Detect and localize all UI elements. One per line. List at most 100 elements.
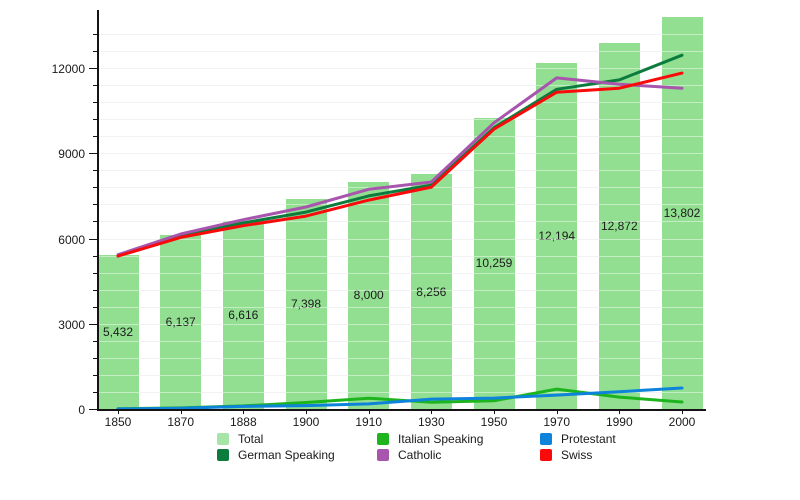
y-axis-minor-tick <box>93 204 97 206</box>
legend-item-german-speaking: German Speaking <box>217 447 335 462</box>
bar-value-label: 7,398 <box>290 296 322 311</box>
gridline <box>97 85 703 87</box>
total-bar-1870: 6,137 <box>160 234 202 409</box>
x-axis-tick <box>556 411 558 414</box>
y-axis-major-tick <box>89 153 97 155</box>
bar-value-label: 8,256 <box>416 284 447 299</box>
gridline <box>97 272 703 274</box>
legend-item-total: Total <box>217 431 335 446</box>
legend-label-italian-speaking: Italian Speaking <box>398 431 484 446</box>
bar-value-label: 6,616 <box>228 308 259 322</box>
y-axis-minor-tick <box>93 136 97 138</box>
y-axis-minor-tick <box>93 187 97 189</box>
y-axis-minor-tick <box>93 357 97 359</box>
y-axis-minor-tick <box>93 272 97 274</box>
series-line-catholic <box>116 76 684 257</box>
y-axis-label-12000: 12000 <box>51 62 85 76</box>
total-bar-1930: 8,256 <box>410 174 452 409</box>
y-axis-minor-tick <box>93 119 97 121</box>
y-axis-label-9000: 9000 <box>58 147 85 162</box>
legend-item-italian-speaking: Italian Speaking <box>377 431 484 446</box>
gridline <box>97 204 703 206</box>
x-axis-label-1900: 1900 <box>292 415 320 429</box>
gridline <box>97 272 703 274</box>
series-line-swiss <box>116 71 684 258</box>
legend-swatch-icon-swiss <box>540 448 552 461</box>
gridline <box>97 340 703 342</box>
x-axis-tick <box>494 411 495 414</box>
legend-label-catholic: Catholic <box>398 447 442 462</box>
legend-swatch-icon-italian-speaking <box>377 432 389 445</box>
gridline <box>97 374 703 376</box>
gridline <box>97 153 703 155</box>
y-axis-minor-tick <box>93 221 97 223</box>
y-axis-label-6000: 6000 <box>58 232 85 247</box>
total-bar-1850: 5,432 <box>97 254 139 409</box>
gridline <box>97 357 703 359</box>
y-axis-major-tick <box>89 238 97 240</box>
x-axis-label-1850: 1850 <box>104 415 132 429</box>
x-axis-tick <box>368 411 370 414</box>
y-axis-minor-tick <box>93 374 97 376</box>
gridline <box>97 340 703 342</box>
x-axis-label-1888: 1888 <box>229 415 257 429</box>
x-axis-tick <box>306 411 307 414</box>
gridline <box>97 255 703 257</box>
y-axis-minor-tick <box>93 289 97 291</box>
x-axis-label-1910: 1910 <box>355 415 383 429</box>
bar-value-label: 10,259 <box>475 256 513 271</box>
legend-label-total: Total <box>238 431 264 446</box>
gridline <box>97 68 703 69</box>
gridline <box>97 323 703 325</box>
gridline <box>97 289 703 291</box>
total-bar-1888: 6,616 <box>222 221 264 409</box>
total-bar-1950: 10,259 <box>473 117 515 409</box>
x-axis-tick <box>431 411 433 414</box>
gridline <box>97 136 703 138</box>
y-axis-major-tick <box>89 409 97 410</box>
x-axis-label-1950: 1950 <box>480 415 508 429</box>
gridline <box>97 238 703 240</box>
legend-column-1: Total German Speaking <box>217 431 335 462</box>
gridline <box>97 391 703 393</box>
y-axis-minor-tick <box>93 50 97 52</box>
bar-value-label: 12,194 <box>538 228 576 243</box>
x-axis-label-1870: 1870 <box>167 415 195 429</box>
gridline <box>97 357 703 359</box>
x-axis-line <box>97 409 706 411</box>
y-axis-minor-tick <box>93 306 97 308</box>
x-axis-label-2000: 2000 <box>668 415 696 429</box>
gridline <box>97 119 703 121</box>
y-axis-label-3000: 3000 <box>58 317 85 332</box>
y-axis-label-0: 0 <box>78 403 85 417</box>
y-axis-major-tick <box>89 323 97 325</box>
legend-column-3: Protestant Swiss <box>540 432 616 462</box>
legend-swatch-icon-german-speaking <box>217 448 229 461</box>
y-axis-line <box>97 10 99 411</box>
gridline <box>97 221 703 223</box>
gridline <box>97 50 703 52</box>
bar-value-label: 5,432 <box>102 324 134 339</box>
gridline <box>97 102 703 104</box>
legend-swatch-icon-catholic <box>377 448 389 461</box>
y-axis-minor-tick <box>93 340 97 342</box>
x-axis-tick <box>180 411 182 414</box>
gridline <box>97 33 703 35</box>
legend-label-swiss: Swiss <box>561 447 593 462</box>
y-axis-minor-tick <box>93 102 97 104</box>
legend-item-swiss: Swiss <box>540 447 616 462</box>
y-axis-minor-tick <box>93 255 97 257</box>
gridline <box>97 187 703 189</box>
legend-item-protestant: Protestant <box>540 432 616 446</box>
gridline <box>97 289 703 291</box>
gridline <box>97 306 703 308</box>
bar-value-label: 6,137 <box>165 314 196 329</box>
x-axis-label-1930: 1930 <box>417 415 445 429</box>
gridline <box>97 306 703 308</box>
legend-column-2: Italian Speaking Catholic <box>377 431 484 462</box>
y-axis-minor-tick <box>93 85 97 87</box>
y-axis-minor-tick <box>93 33 97 35</box>
gridline <box>97 33 703 35</box>
legend-label-german-speaking: German Speaking <box>238 447 335 462</box>
